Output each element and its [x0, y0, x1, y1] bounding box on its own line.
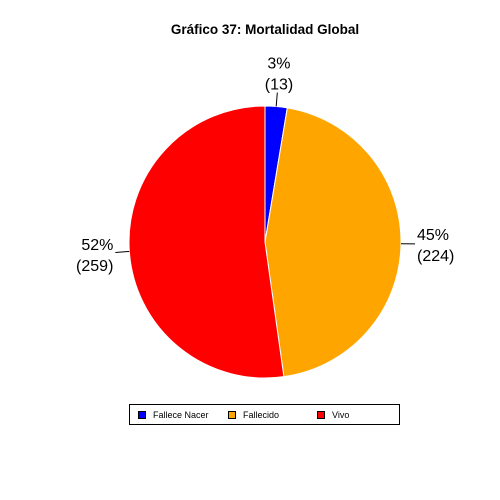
- count-label-fallece-nacer: (13): [265, 77, 293, 94]
- label-tick-vivo: [115, 250, 130, 253]
- count-label-fallecido: (224): [417, 248, 454, 265]
- legend-item-vivo: Vivo: [317, 409, 349, 421]
- legend: Fallece Nacer Fallecido Vivo: [129, 404, 400, 425]
- percent-label-fallece-nacer: 3%: [267, 56, 290, 73]
- legend-swatch-fallece-nacer: [138, 411, 146, 419]
- legend-label-vivo: Vivo: [332, 410, 350, 420]
- count-label-vivo: (259): [76, 258, 113, 275]
- legend-label-fallece-nacer: Fallece Nacer: [153, 410, 209, 420]
- legend-item-fallecido: Fallecido: [228, 409, 279, 421]
- percent-label-vivo: 52%: [81, 237, 113, 254]
- chart-title: Gráfico 37: Mortalidad Global: [170, 22, 360, 37]
- legend-swatch-vivo: [317, 411, 325, 419]
- label-tick-fallece-nacer: [275, 92, 278, 107]
- pie-slice-fallecido: [264, 107, 402, 378]
- pie-slice-vivo: [128, 105, 285, 379]
- legend-label-fallecido: Fallecido: [243, 410, 280, 420]
- legend-swatch-fallecido: [228, 411, 236, 419]
- legend-item-fallece-nacer: Fallece Nacer: [138, 409, 209, 421]
- percent-label-fallecido: 45%: [417, 227, 449, 244]
